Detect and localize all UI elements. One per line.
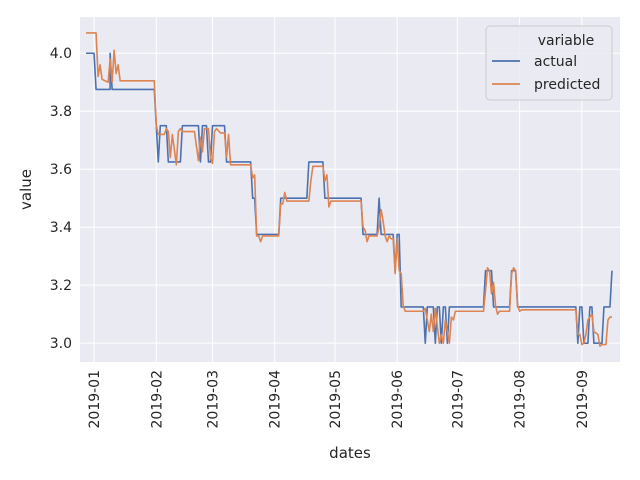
x-tick-label: 2019-06 <box>390 370 406 429</box>
y-axis-label: value <box>17 169 35 210</box>
y-tick-label: 3.4 <box>50 220 72 236</box>
y-tick-labels: 3.0 3.2 3.4 3.6 3.8 4.0 <box>50 46 72 352</box>
x-tick-label: 2019-03 <box>205 370 221 429</box>
x-tick-labels: 2019-01 2019-02 2019-03 2019-04 2019-05 2019-… <box>87 370 591 429</box>
y-tick-label: 3.8 <box>50 104 72 120</box>
x-tick-label: 2019-01 <box>87 370 103 429</box>
x-tick-label: 2019-05 <box>328 370 344 429</box>
legend-label-actual: actual <box>534 54 577 70</box>
x-axis-label: dates <box>329 444 371 462</box>
y-tick-label: 3.6 <box>50 162 72 178</box>
series-layer <box>86 32 613 347</box>
x-tick-label: 2019-02 <box>149 370 165 429</box>
x-tick-label: 2019-04 <box>268 370 284 429</box>
x-tick-label: 2019-08 <box>513 370 529 429</box>
y-tick-label: 3.2 <box>50 278 72 294</box>
legend-box <box>485 25 613 101</box>
legend: variable actual predicted <box>485 25 613 101</box>
y-tick-label: 4.0 <box>50 46 72 62</box>
series-line-actual <box>86 52 613 344</box>
y-tick-label: 3.0 <box>50 336 72 352</box>
x-tick-label: 2019-07 <box>450 370 466 429</box>
x-tick-label: 2019-09 <box>575 370 591 429</box>
legend-title: variable <box>538 33 594 49</box>
legend-label-predicted: predicted <box>534 77 600 93</box>
legend-entries: actual predicted <box>492 54 600 93</box>
series-line-predicted <box>86 32 612 347</box>
